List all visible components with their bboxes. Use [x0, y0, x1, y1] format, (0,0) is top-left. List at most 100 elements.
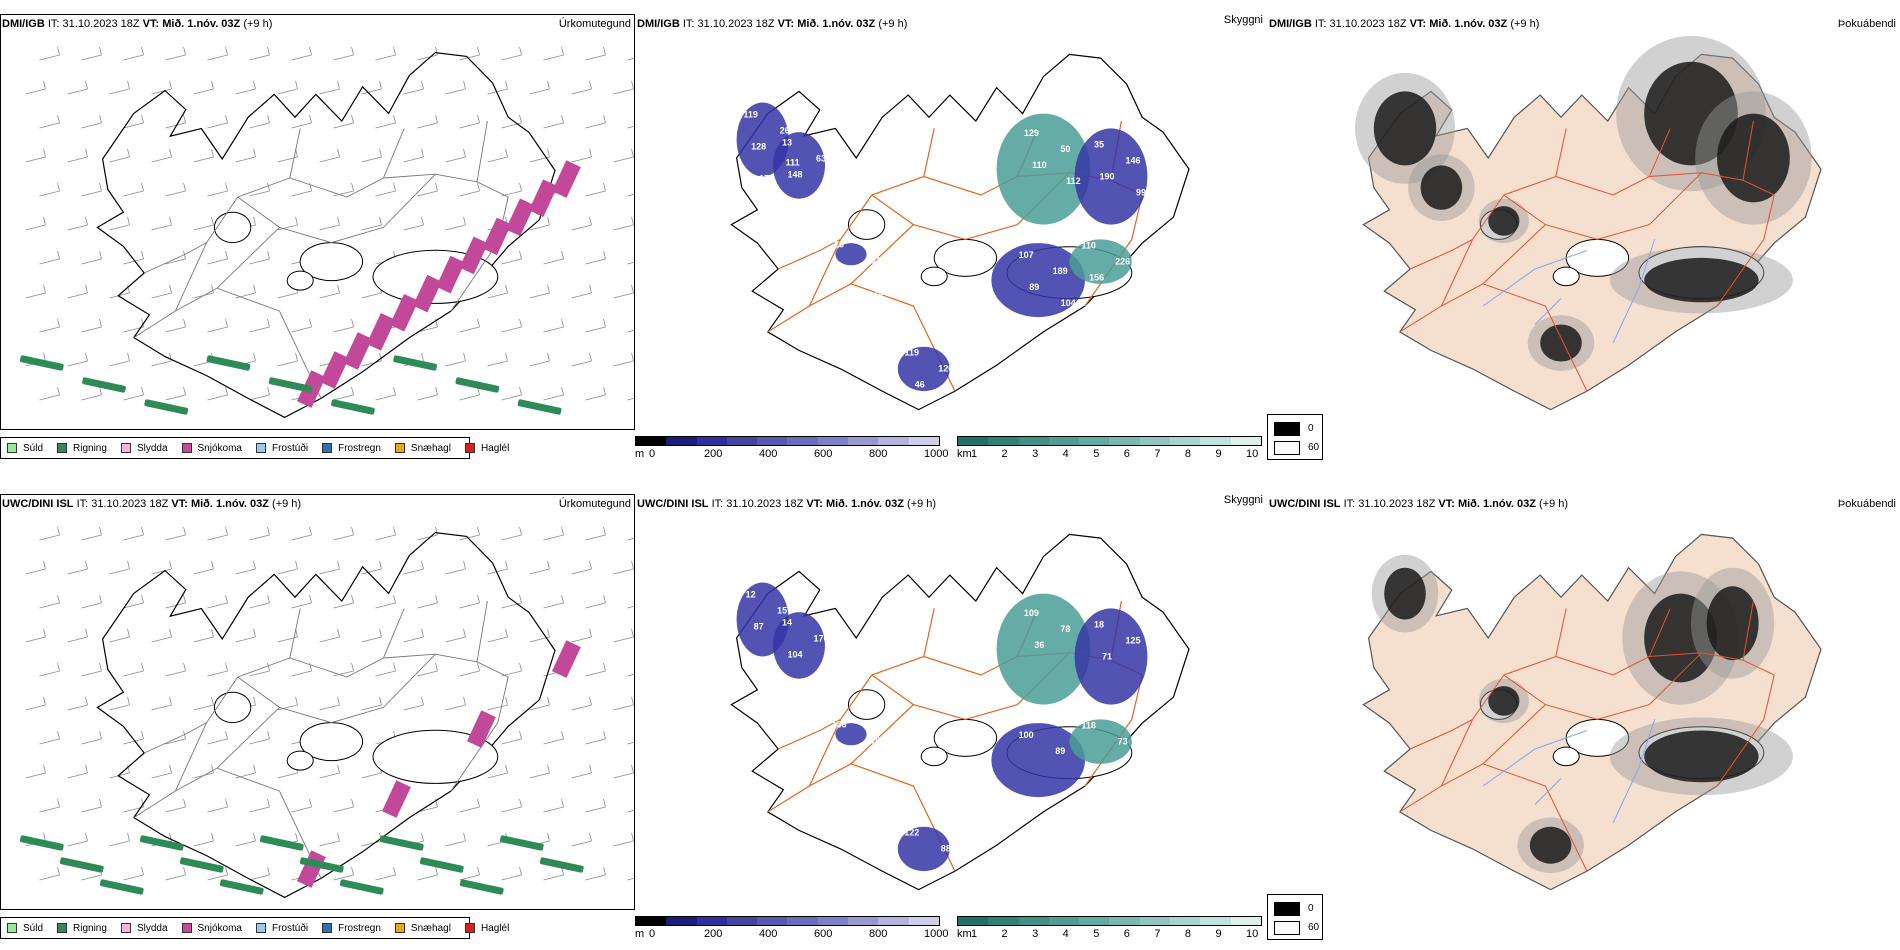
road-line: [1648, 128, 1671, 177]
wind-barb: [249, 534, 270, 541]
wind-barb: [235, 772, 256, 779]
colorbar-tick-label: 200: [704, 448, 723, 460]
wind-barb-tick: [127, 216, 130, 226]
wind-barb-tick: [43, 284, 46, 294]
visibility-panel-row2: UWC/DINI ISL IT: 31.10.2023 18Z VT: Mið.…: [635, 494, 1267, 940]
rain-area: [268, 377, 313, 393]
precip-legend-item: Haglél: [464, 923, 509, 934]
wind-barb-tick: [505, 148, 508, 158]
colorbar-cell: [1018, 917, 1049, 925]
visibility-panel-row1: DMI/IGB IT: 31.10.2023 18Z VT: Mið. 1.nó…: [635, 14, 1267, 460]
colorbar-cell: [988, 917, 1019, 925]
wind-barb-tick: [435, 182, 438, 192]
wind-barb-tick: [57, 182, 60, 192]
rain-area: [499, 835, 544, 851]
visibility-value-label: 119: [743, 109, 758, 119]
wind-barb-tick: [603, 386, 606, 396]
wind-barb: [235, 156, 256, 163]
wind-barb-tick: [253, 352, 256, 362]
wind-barb: [109, 156, 130, 163]
wind-barb-tick: [99, 182, 102, 192]
wind-barb-tick: [57, 46, 60, 56]
wind-barb-tick: [85, 352, 88, 362]
wind-barb-tick: [393, 662, 396, 672]
visibility-value-label: 104: [787, 649, 802, 659]
wind-barb: [165, 394, 186, 401]
precip-param-row1: Úrkomutegund: [558, 18, 631, 30]
colorbar-cell: [666, 437, 697, 445]
colorbar-cell: [1018, 437, 1049, 445]
colorbar-cell: [666, 917, 697, 925]
wind-barb: [627, 738, 648, 745]
wind-barb: [207, 534, 228, 541]
wind-barb-tick: [589, 284, 592, 294]
wind-barb-tick: [603, 594, 606, 604]
wind-barb-tick: [99, 594, 102, 604]
wind-barb-tick: [183, 114, 186, 124]
visibility-value-label: 78: [1060, 624, 1070, 634]
wind-barb: [277, 156, 298, 163]
wind-barb-tick: [85, 216, 88, 226]
wind-barb-tick: [267, 594, 270, 604]
wind-barb: [39, 670, 60, 677]
wind-barb-tick: [421, 80, 424, 90]
precip-legend-label: Snæhagl: [410, 442, 451, 454]
wind-barb: [123, 394, 144, 401]
wind-barb-tick: [421, 628, 424, 638]
visibility-value-label: 12: [746, 589, 756, 599]
wind-barb-tick: [337, 832, 340, 842]
visibility-value-label: 125: [1125, 636, 1140, 646]
visibility-value-label: 122: [904, 828, 919, 838]
visibility-value-label: 176: [813, 633, 828, 643]
wind-barb: [151, 224, 172, 231]
wind-barb-tick: [225, 526, 228, 536]
precip-legend-item: Snæhagl: [394, 442, 451, 454]
fog-param-row1: Þokuábendi: [1837, 18, 1896, 30]
wind-barb-tick: [337, 696, 340, 706]
wind-barb: [277, 568, 298, 575]
visibility-param-row2: Skyggni: [1223, 494, 1263, 506]
wind-barb: [417, 394, 438, 401]
wind-barb-tick: [141, 46, 144, 56]
wind-barb: [627, 122, 648, 129]
visibility-title-row1: DMI/IGB IT: 31.10.2023 18Z VT: Mið. 1.nó…: [637, 18, 908, 30]
wind-barb-tick: [225, 114, 228, 124]
wind-barb: [165, 122, 186, 129]
wind-barb: [375, 394, 396, 401]
wind-barb: [333, 122, 354, 129]
wind-barb-tick: [225, 386, 228, 396]
iceland-outline: [730, 53, 1190, 411]
wind-barb-tick: [519, 386, 522, 396]
wind-barb-tick: [561, 318, 564, 328]
river-line: [1612, 239, 1656, 344]
wind-barb: [417, 602, 438, 609]
wind-barb: [417, 54, 438, 61]
wind-barb: [67, 292, 88, 299]
wind-barb-tick: [211, 148, 214, 158]
road-line: [1716, 674, 1775, 787]
visibility-value-label: 87: [754, 621, 764, 631]
wind-barb: [123, 874, 144, 881]
fog-core: [1644, 593, 1717, 683]
wind-barb-tick: [505, 284, 508, 294]
precip-legend-item: Rigning: [57, 443, 107, 454]
wind-barb-tick: [519, 798, 522, 808]
wind-barb: [319, 156, 340, 163]
precip-legend-item: Haglél: [464, 443, 509, 454]
rain-area: [59, 857, 104, 873]
wind-barb: [375, 874, 396, 881]
wind-barb-tick: [463, 352, 466, 362]
precip-legend-item: Slydda: [120, 443, 168, 454]
wind-barb-tick: [589, 628, 592, 638]
visibility-map-svg: 12 14 109 18 100 118 122 136 157 176 78 125 89 73 88 11…: [730, 533, 1190, 891]
road-line: [289, 608, 301, 659]
fog-legend-black-label: 0: [1308, 903, 1314, 914]
wind-barb-tick: [505, 764, 508, 774]
colorbar-cell: [1079, 917, 1110, 925]
colorbar-cell: [1200, 437, 1231, 445]
wind-barb: [165, 190, 186, 197]
wind-barb: [291, 534, 312, 541]
wind-barb-tick: [267, 662, 270, 672]
wind-barb: [613, 840, 634, 847]
colorbar-cell: [757, 437, 788, 445]
